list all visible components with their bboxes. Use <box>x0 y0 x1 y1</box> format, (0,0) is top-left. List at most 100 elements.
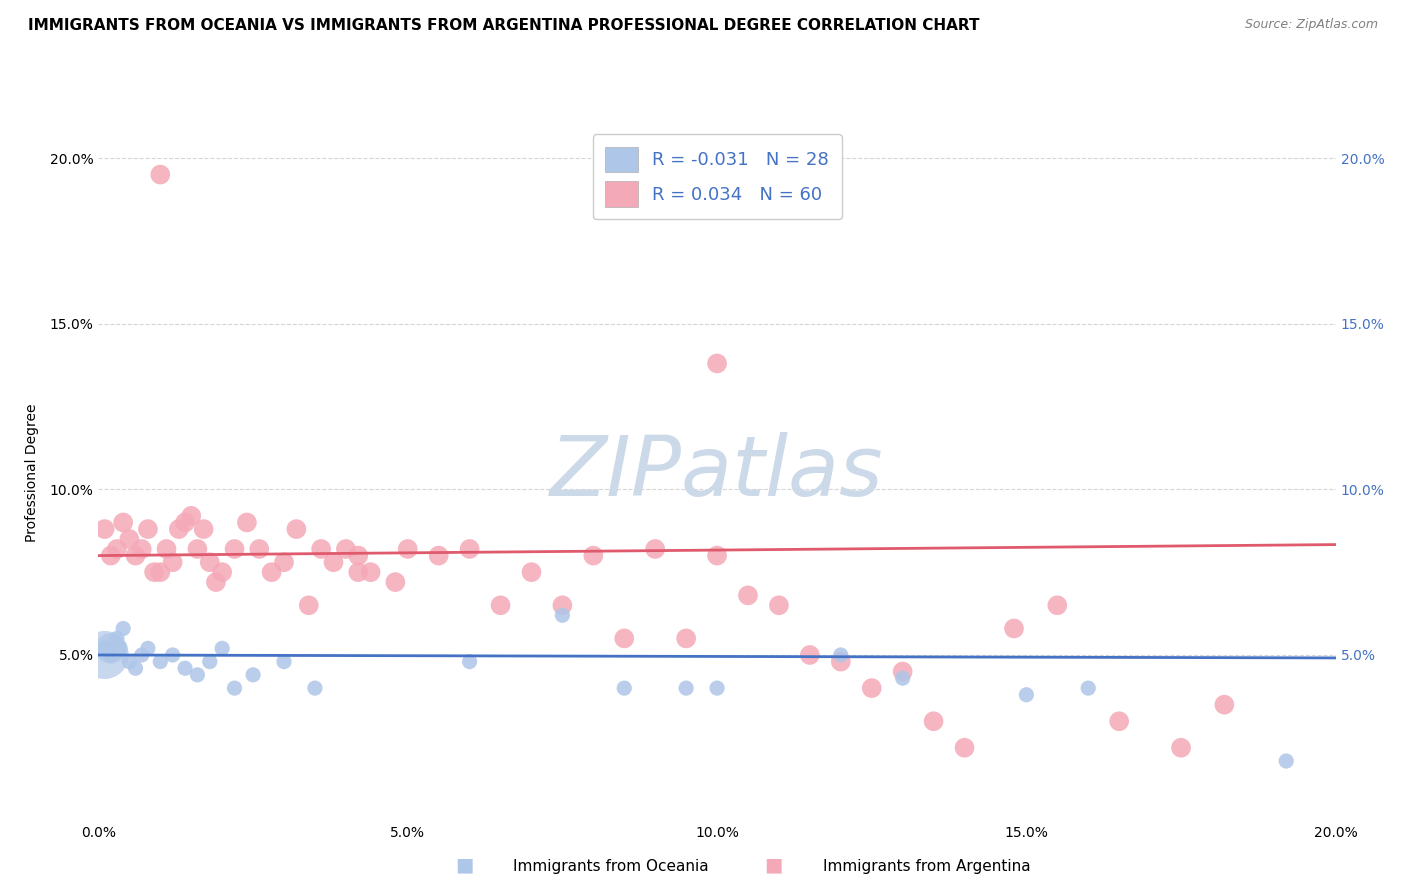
Point <box>149 168 172 182</box>
Point <box>706 356 728 370</box>
Point <box>105 632 128 646</box>
Point <box>149 655 172 669</box>
Point <box>860 681 883 695</box>
Point <box>1046 599 1069 613</box>
Point <box>347 565 370 579</box>
Point <box>489 599 512 613</box>
Point <box>143 565 166 579</box>
Point <box>309 541 332 556</box>
Point <box>285 522 308 536</box>
Point <box>891 671 914 685</box>
Point <box>706 549 728 563</box>
Text: IMMIGRANTS FROM OCEANIA VS IMMIGRANTS FROM ARGENTINA PROFESSIONAL DEGREE CORRELA: IMMIGRANTS FROM OCEANIA VS IMMIGRANTS FR… <box>28 18 980 33</box>
Point <box>167 522 190 536</box>
Point <box>155 541 177 556</box>
Point <box>93 641 115 656</box>
Point <box>131 541 153 556</box>
Point <box>458 655 481 669</box>
Point <box>891 665 914 679</box>
Point <box>162 648 184 662</box>
Point <box>93 522 115 536</box>
Point <box>1213 698 1236 712</box>
Text: Immigrants from Oceania: Immigrants from Oceania <box>513 859 709 874</box>
Point <box>136 641 159 656</box>
Point <box>186 668 208 682</box>
Point <box>93 648 115 662</box>
Point <box>112 516 135 530</box>
Point <box>186 541 208 556</box>
Text: Immigrants from Argentina: Immigrants from Argentina <box>823 859 1031 874</box>
Point <box>737 588 759 602</box>
Point <box>768 599 790 613</box>
Point <box>1015 688 1038 702</box>
Point <box>174 516 197 530</box>
Point <box>149 565 172 579</box>
Point <box>247 541 270 556</box>
Point <box>830 655 852 669</box>
Point <box>211 565 233 579</box>
Point <box>162 555 184 569</box>
Point <box>224 681 246 695</box>
Point <box>236 516 259 530</box>
Point <box>273 555 295 569</box>
Point <box>136 522 159 536</box>
Point <box>322 555 344 569</box>
Point <box>384 575 406 590</box>
Text: Source: ZipAtlas.com: Source: ZipAtlas.com <box>1244 18 1378 31</box>
Point <box>1170 740 1192 755</box>
Point <box>273 655 295 669</box>
Point <box>198 655 221 669</box>
Point <box>105 541 128 556</box>
Point <box>174 661 197 675</box>
Point <box>198 555 221 569</box>
Point <box>613 632 636 646</box>
Point <box>1077 681 1099 695</box>
Point <box>118 532 141 546</box>
Point <box>799 648 821 662</box>
Text: ZIPatlas: ZIPatlas <box>550 433 884 513</box>
Point <box>644 541 666 556</box>
Point <box>224 541 246 556</box>
Point <box>1002 622 1025 636</box>
Point <box>551 608 574 623</box>
Point <box>242 668 264 682</box>
Point <box>304 681 326 695</box>
Point <box>953 740 976 755</box>
Point <box>124 661 146 675</box>
Point <box>105 641 128 656</box>
Point <box>193 522 215 536</box>
Point <box>347 549 370 563</box>
Point <box>396 541 419 556</box>
Point <box>124 549 146 563</box>
Point <box>427 549 450 563</box>
Point <box>613 681 636 695</box>
Point <box>582 549 605 563</box>
Point <box>180 508 202 523</box>
Point <box>1108 714 1130 729</box>
Text: ■: ■ <box>763 855 783 874</box>
Point <box>675 681 697 695</box>
Point <box>211 641 233 656</box>
Text: ■: ■ <box>454 855 474 874</box>
Point <box>520 565 543 579</box>
Point <box>1275 754 1298 768</box>
Legend: R = -0.031   N = 28, R = 0.034   N = 60: R = -0.031 N = 28, R = 0.034 N = 60 <box>592 134 842 219</box>
Point <box>100 641 122 656</box>
Point <box>118 655 141 669</box>
Point <box>298 599 321 613</box>
Point <box>112 622 135 636</box>
Point <box>551 599 574 613</box>
Point <box>458 541 481 556</box>
Point <box>922 714 945 729</box>
Point <box>830 648 852 662</box>
Point <box>100 648 122 662</box>
Point <box>131 648 153 662</box>
Point <box>205 575 228 590</box>
Point <box>706 681 728 695</box>
Point <box>260 565 283 579</box>
Point <box>675 632 697 646</box>
Point <box>100 549 122 563</box>
Point <box>335 541 357 556</box>
Y-axis label: Professional Degree: Professional Degree <box>24 403 38 542</box>
Point <box>360 565 382 579</box>
